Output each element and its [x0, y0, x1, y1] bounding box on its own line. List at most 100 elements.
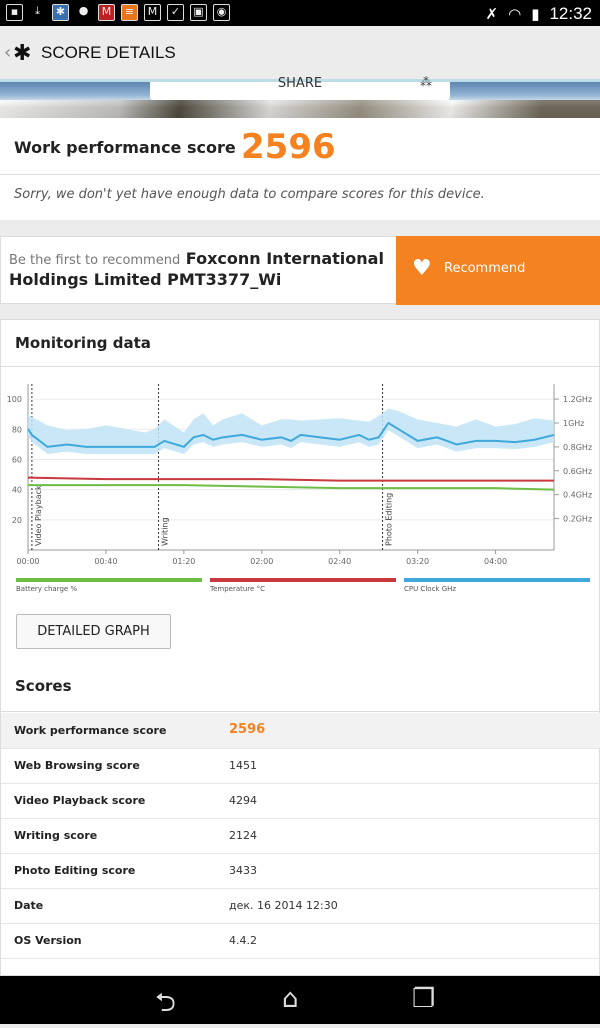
series-line [27, 421, 555, 449]
y-left-tick-label: 100 [7, 395, 22, 404]
recommend-device: Foxconn International Holdings Limited P… [9, 249, 384, 289]
recommend-text: Be the first to recommend Foxconn Intern… [9, 249, 389, 289]
detailed-graph-button[interactable]: DETAILED GRAPH [16, 614, 171, 649]
legend-swatch [210, 578, 396, 582]
scores-title: Scores [15, 677, 72, 695]
app-logo-icon[interactable]: ✱ [13, 41, 32, 66]
score-label: Web Browsing score [14, 759, 140, 772]
score-label: Work performance score [14, 724, 167, 737]
y-left-tick-label: 20 [12, 516, 22, 525]
download-icon: ⤓ [35, 4, 40, 17]
camera-icon: ◉ [213, 4, 230, 21]
navigation-bar: ⮌ ⌂ ❐ [0, 976, 600, 1024]
score-value: 4.4.2 [229, 934, 257, 947]
banner-mountains [0, 100, 600, 118]
wifi-icon: ◠ [508, 5, 522, 23]
recommend-button[interactable]: ♥ Recommend [396, 236, 600, 305]
score-value: 2596 [229, 722, 266, 737]
status-time: 12:32 [549, 4, 592, 23]
monitoring-chart: 100 80 60 40 20 1.2GHz 1GHz 0.8GHz 0.6GHz 0.4GHz 0… [7, 384, 592, 566]
legend-swatch [16, 578, 202, 582]
score-value: 3433 [229, 864, 257, 877]
legend-item: Temperature °C [210, 578, 396, 598]
table-row: Writing score 2124 [1, 818, 600, 853]
home-icon[interactable]: ⌂ [282, 984, 299, 1014]
notification-icon: ▪ [6, 4, 23, 21]
table-row: Web Browsing score 1451 [1, 748, 600, 783]
x-tick-label: 02:40 [328, 557, 351, 566]
series-line [28, 484, 555, 491]
back-icon[interactable]: ⮌ [155, 988, 176, 1018]
row-divider [1, 818, 600, 819]
x-tick-label: 03:20 [406, 557, 429, 566]
monitoring-title: Monitoring data [15, 334, 151, 352]
recommend-card: Be the first to recommend Foxconn Intern… [0, 236, 600, 305]
page-title: SCORE DETAILS [41, 43, 176, 62]
score-label: Writing score [14, 829, 98, 842]
row-divider [1, 958, 600, 959]
series-line [27, 476, 554, 482]
legend-swatch [404, 578, 590, 582]
table-row: OS Version 4.4.2 [1, 923, 600, 958]
row-divider [1, 748, 600, 749]
score-label: Video Playback score [14, 794, 146, 807]
gmail-icon: M [144, 4, 161, 21]
chart-legend: Battery charge % Temperature °C CPU Clock … [16, 578, 591, 598]
summary-divider [0, 174, 600, 175]
scores-divider [1, 711, 600, 712]
segment-label: Video Playback [34, 485, 43, 546]
status-icons-left: ▪ ⤓ ✱ ● M ≡ M ✓ ▣ ◉ [6, 4, 230, 21]
legend-item: CPU Clock GHz [404, 578, 590, 598]
score-value: 2124 [229, 829, 257, 842]
stack-icon: ≡ [121, 4, 138, 21]
y-right-tick-label: 0.2GHz [563, 515, 592, 524]
heart-icon: ♥ [412, 256, 432, 281]
segment-label: Photo Editing [385, 493, 394, 546]
share-label: SHARE [277, 76, 323, 91]
legend-item: Battery charge % [16, 578, 202, 598]
status-bar: ▪ ⤓ ✱ ● M ≡ M ✓ ▣ ◉ ✗ ◠ ▮ 12:32 [0, 0, 600, 26]
check-icon: ✓ [167, 4, 184, 21]
y-right-tick-label: 1.2GHz [563, 395, 592, 404]
y-right-tick-label: 0.8GHz [563, 443, 592, 452]
status-icons-right: ✗ ◠ ▮ 12:32 [486, 4, 592, 24]
table-row: Photo Editing score 3433 [1, 853, 600, 888]
row-divider [1, 853, 600, 854]
snowflake-icon: ✱ [52, 4, 69, 21]
recommend-button-label: Recommend [444, 261, 526, 276]
chat-icon: ● [78, 4, 89, 17]
score-summary-card: Work performance score 2596 Sorry, we do… [0, 118, 600, 220]
share-button[interactable]: SHARE ⁂ [150, 75, 450, 100]
bluetooth-icon: ✗ [485, 5, 499, 23]
share-icon: ⁂ [420, 75, 432, 89]
legend-label: Temperature °C [210, 585, 265, 593]
x-tick-label: 00:00 [16, 557, 39, 566]
back-chevron-icon[interactable]: ‹ [4, 42, 12, 63]
monitoring-card: Monitoring data 100 80 60 40 20 1.2GHz 1GHz 0.8… [0, 319, 600, 976]
table-row: Date дек. 16 2014 12:30 [1, 888, 600, 923]
row-divider [1, 923, 600, 924]
score-value: 4294 [229, 794, 257, 807]
score-label: Date [14, 899, 44, 912]
x-tick-label: 00:40 [94, 557, 117, 566]
y-right-tick-label: 0.4GHz [563, 491, 592, 500]
y-left-tick-label: 40 [12, 486, 22, 495]
app-bar: ‹ ✱ SCORE DETAILS [0, 26, 600, 82]
score-value: 1451 [229, 759, 257, 772]
score-label: OS Version [14, 934, 82, 947]
segment-label: Writing [161, 517, 170, 546]
y-right-tick-label: 1GHz [563, 419, 585, 428]
row-divider [1, 888, 600, 889]
recommend-prefix: Be the first to recommend [9, 253, 181, 268]
summary-score: 2596 [241, 127, 336, 167]
summary-label: Work performance score [14, 138, 236, 157]
legend-label: Battery charge % [16, 585, 78, 593]
y-right-tick-label: 0.6GHz [563, 467, 592, 476]
x-tick-label: 01:20 [172, 557, 195, 566]
y-left-tick-label: 80 [12, 425, 22, 434]
shield-icon: M [98, 4, 115, 21]
x-tick-label: 04:00 [484, 557, 507, 566]
monitoring-divider [1, 366, 600, 367]
recents-icon[interactable]: ❐ [412, 984, 436, 1014]
table-row: Work performance score 2596 [1, 713, 600, 748]
